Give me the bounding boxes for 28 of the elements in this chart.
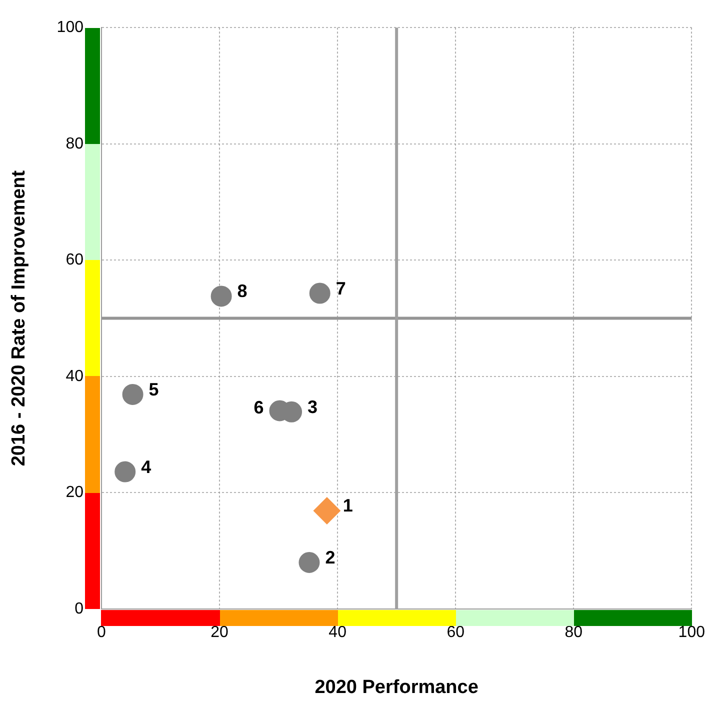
x-tick-label: 80 bbox=[564, 624, 583, 642]
y-tick-label: 100 bbox=[56, 19, 84, 36]
x-tick-label: 0 bbox=[97, 624, 106, 642]
point bbox=[210, 286, 232, 307]
y-tick-label: 40 bbox=[66, 368, 84, 385]
point bbox=[122, 384, 144, 405]
point bbox=[114, 461, 136, 482]
y-tick-label: 80 bbox=[66, 135, 84, 152]
x-axis-title: 2020 Performance bbox=[314, 676, 478, 698]
annotation: 4 bbox=[141, 456, 152, 477]
x-tick-label: 100 bbox=[678, 624, 706, 642]
x-tick-label: 60 bbox=[446, 624, 465, 642]
annotation: 5 bbox=[148, 379, 159, 400]
annotation: 7 bbox=[336, 278, 346, 298]
annotation: 8 bbox=[237, 281, 248, 302]
annotation: 1 bbox=[342, 496, 353, 516]
point bbox=[309, 282, 330, 304]
x-tick-label: 40 bbox=[328, 624, 347, 642]
annotation: 3 bbox=[308, 396, 318, 417]
y-axis-title: 2016 - 2020 Rate of Improvement bbox=[8, 170, 30, 466]
y-tick-label: 60 bbox=[66, 252, 84, 269]
annotation: 6 bbox=[254, 398, 264, 418]
x-tick-label: 20 bbox=[210, 624, 229, 642]
annotation: 2 bbox=[325, 547, 336, 568]
point bbox=[298, 552, 320, 573]
y-tick-label: 0 bbox=[74, 600, 84, 618]
point bbox=[313, 497, 340, 524]
y-tick-label: 20 bbox=[66, 484, 84, 502]
